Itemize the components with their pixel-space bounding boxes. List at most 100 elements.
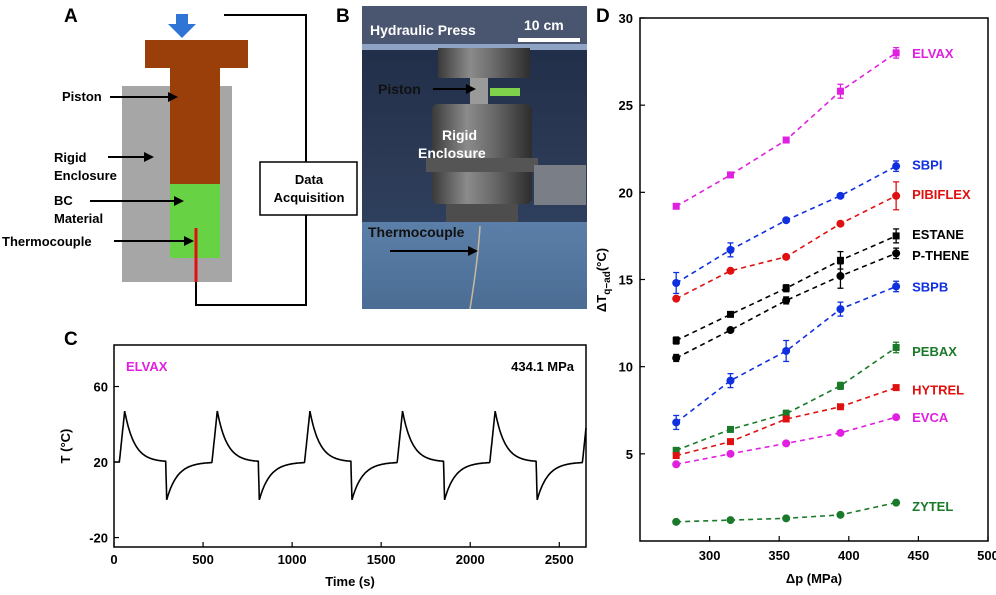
chart-d-ytick-label: 5 — [626, 447, 633, 462]
photo-light-strip — [362, 44, 587, 50]
material-label-line1: BC — [54, 193, 73, 208]
daq-label-line2: Acquisition — [274, 190, 345, 205]
point-evca — [892, 413, 901, 422]
photo-piston-pointer-arrow-icon — [466, 84, 476, 94]
chart-d-ticks: 300 350 400 450 500 5 10 15 20 25 30 — [619, 11, 996, 563]
point-elvax — [892, 49, 900, 57]
chart-d-ytick-label: 15 — [619, 273, 633, 288]
point-hytrel — [782, 415, 790, 423]
point-p-thene — [836, 272, 845, 281]
chart-d-ylabel-unit: (°C) — [594, 248, 609, 271]
point-pibiflex — [892, 191, 901, 200]
photo-thermocouple-wire — [469, 225, 481, 310]
point-pibiflex — [836, 219, 845, 228]
panel-b-photo: B H — [336, 6, 587, 310]
point-elvax — [836, 87, 844, 95]
series-label-pibiflex: PIBIFLEX — [912, 187, 971, 202]
photo-press-head — [438, 48, 530, 78]
series-estane: ESTANE — [672, 227, 964, 345]
point-zytel — [892, 498, 901, 507]
chart-d-ylabel-main: ΔT — [594, 295, 609, 312]
series-line-elvax — [675, 52, 897, 207]
chart-c-annotation: 434.1 MPa — [511, 359, 575, 374]
daq-wire-bottom — [195, 215, 307, 306]
series-line-pebax — [675, 346, 897, 452]
chart-d-xtick-label: 500 — [977, 548, 996, 563]
point-estane — [782, 284, 790, 292]
point-pebax — [892, 343, 900, 351]
chart-c-xlabel: Time (s) — [325, 574, 375, 589]
point-elvax — [726, 171, 734, 179]
series-line-sbpi — [675, 165, 897, 284]
panel-c-temperature-chart: C 0 500 1000 1500 2000 2500 -20 20 60 ELVAX 434.… — [58, 329, 587, 589]
piston-label: Piston — [62, 89, 102, 104]
series-line-hytrel — [676, 386, 897, 457]
photo-piston-rod — [470, 78, 488, 106]
point-evca — [672, 460, 681, 469]
series-hytrel: HYTREL — [672, 382, 964, 460]
series-label-elvax: ELVAX — [912, 46, 954, 61]
series-label-sbpi: SBPI — [912, 157, 942, 172]
photo-base-platform — [362, 222, 587, 309]
point-sbpb — [892, 282, 901, 291]
point-estane — [892, 232, 900, 240]
chart-d-xtick-label: 350 — [768, 548, 790, 563]
chart-c-ytick-label: -20 — [89, 531, 108, 546]
point-sbpb — [782, 346, 791, 355]
piston-head-shape — [145, 40, 248, 68]
material-label-line2: Material — [54, 211, 103, 226]
chart-c-frame — [113, 344, 587, 548]
point-sbpb — [836, 305, 845, 314]
chart-c-xtick-label: 0 — [110, 552, 117, 567]
series-sbpb: SBPB — [672, 279, 948, 431]
pressure-arrow-icon — [168, 14, 196, 38]
enclosure-pointer-arrow-icon — [144, 152, 154, 162]
series-label-p-thene: P-THENE — [912, 248, 969, 263]
point-zytel — [726, 516, 735, 525]
series-label-evca: EVCA — [912, 410, 949, 425]
photo-enclosure-label-line1: Rigid — [442, 127, 477, 143]
enclosure-label-line2: Enclosure — [54, 168, 117, 183]
daq-label-line1: Data — [295, 172, 324, 187]
chart-c-ticks: 0 500 1000 1500 2000 2500 -20 20 60 — [89, 380, 574, 567]
chart-c-xtick-label: 2500 — [545, 552, 574, 567]
point-evca — [782, 439, 791, 448]
point-estane — [836, 256, 844, 264]
daq-wire-top — [224, 14, 307, 162]
point-p-thene — [672, 353, 681, 362]
point-zytel — [836, 510, 845, 519]
series-line-pibiflex — [675, 195, 897, 300]
panel-letter-a: A — [64, 6, 78, 27]
point-p-thene — [782, 296, 791, 305]
point-evca — [836, 428, 845, 437]
panel-a-schematic: A Data Acquisition Piston Rigid Enclosur… — [2, 6, 358, 306]
point-elvax — [782, 136, 790, 144]
chart-c-xtick-label: 1000 — [278, 552, 307, 567]
chart-d-ytick-label: 30 — [619, 11, 633, 26]
series-label-zytel: ZYTEL — [912, 499, 953, 514]
photo-press-top — [362, 6, 587, 50]
photo-scale-bar — [518, 38, 580, 42]
point-sbpi — [892, 162, 901, 171]
chart-d-ylabel: ΔTq−ad(°C) — [594, 248, 613, 312]
chart-c-series-label: ELVAX — [126, 359, 168, 374]
point-hytrel — [726, 438, 734, 446]
series-label-pebax: PEBAX — [912, 344, 957, 359]
chart-d-series: ELVAX SBPI PIBIFLEX ESTANE P-THENE SBPB PEBAX H… — [672, 46, 971, 526]
panel-d-delta-t-chart: D 300 350 400 450 500 5 10 15 20 25 30 ELVAX SBPI PI… — [594, 6, 996, 586]
chart-d-xtick-label: 450 — [908, 548, 930, 563]
series-evca: EVCA — [672, 410, 949, 469]
chart-c-ytick-label: 60 — [94, 380, 108, 395]
photo-scale-label: 10 cm — [524, 17, 564, 33]
series-zytel: ZYTEL — [672, 498, 953, 526]
panel-letter-c: C — [64, 329, 78, 350]
point-pebax — [726, 425, 734, 433]
point-sbpb — [726, 376, 735, 385]
chart-d-xtick-label: 400 — [838, 548, 860, 563]
chart-d-xtick-label: 300 — [699, 548, 721, 563]
chart-c-xtick-label: 1500 — [367, 552, 396, 567]
photo-title: Hydraulic Press — [370, 22, 476, 38]
point-evca — [726, 449, 735, 458]
photo-thermocouple-pointer-arrow-icon — [468, 246, 478, 256]
